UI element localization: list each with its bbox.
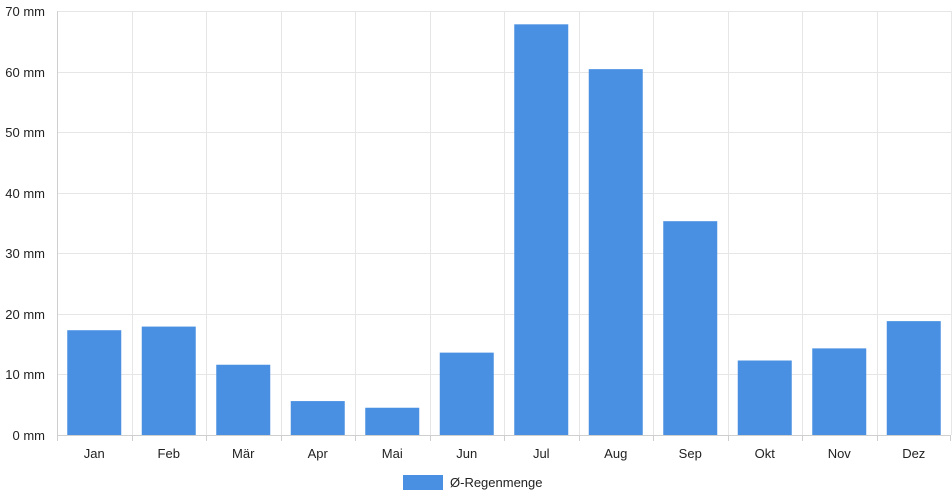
y-tick-label: 50 mm bbox=[5, 125, 45, 140]
bar-aug[interactable] bbox=[588, 69, 643, 436]
bar-feb[interactable] bbox=[141, 326, 196, 435]
x-tick-label: Feb bbox=[158, 446, 180, 461]
y-axis-ticks: 0 mm 10 mm 20 mm 30 mm 40 mm 50 mm 60 mm 70 mm bbox=[5, 4, 45, 443]
legend-swatch[interactable] bbox=[403, 475, 443, 490]
x-tick-label: Aug bbox=[604, 446, 627, 461]
x-tick-label: Mär bbox=[232, 446, 255, 461]
legend-label[interactable]: Ø-Regenmenge bbox=[450, 475, 543, 490]
y-tick-label: 40 mm bbox=[5, 186, 45, 201]
bar-nov[interactable] bbox=[812, 348, 867, 435]
x-tick-label: Jan bbox=[84, 446, 105, 461]
y-tick-label: 60 mm bbox=[5, 65, 45, 80]
bar-okt[interactable] bbox=[737, 360, 792, 435]
bar-dez[interactable] bbox=[886, 321, 941, 435]
bar-mai[interactable] bbox=[365, 407, 420, 435]
x-tick-label: Okt bbox=[755, 446, 776, 461]
y-tick-label: 70 mm bbox=[5, 4, 45, 19]
x-tick-label: Apr bbox=[308, 446, 329, 461]
x-tick-label: Nov bbox=[828, 446, 852, 461]
y-tick-label: 10 mm bbox=[5, 367, 45, 382]
x-tick-label: Sep bbox=[679, 446, 702, 461]
bar-apr[interactable] bbox=[290, 401, 345, 435]
x-axis-ticks: Jan Feb Mär Apr Mai Jun Jul Aug Sep Okt Nov Dez bbox=[57, 435, 951, 461]
bar-jan[interactable] bbox=[67, 330, 122, 435]
x-tick-label: Dez bbox=[902, 446, 925, 461]
bar-sep[interactable] bbox=[663, 221, 718, 435]
bar-jul[interactable] bbox=[514, 24, 569, 435]
x-tick-label: Mai bbox=[382, 446, 403, 461]
y-tick-label: 20 mm bbox=[5, 307, 45, 322]
x-tick-label: Jun bbox=[456, 446, 477, 461]
y-tick-label: 0 mm bbox=[13, 428, 46, 443]
x-tick-label: Jul bbox=[533, 446, 550, 461]
chart-bars bbox=[67, 24, 941, 436]
bar-jun[interactable] bbox=[439, 352, 494, 435]
bar-mär[interactable] bbox=[216, 364, 271, 435]
chart-legend[interactable]: Ø-Regenmenge bbox=[403, 475, 543, 490]
y-tick-label: 30 mm bbox=[5, 246, 45, 261]
chart-grid bbox=[57, 11, 952, 435]
